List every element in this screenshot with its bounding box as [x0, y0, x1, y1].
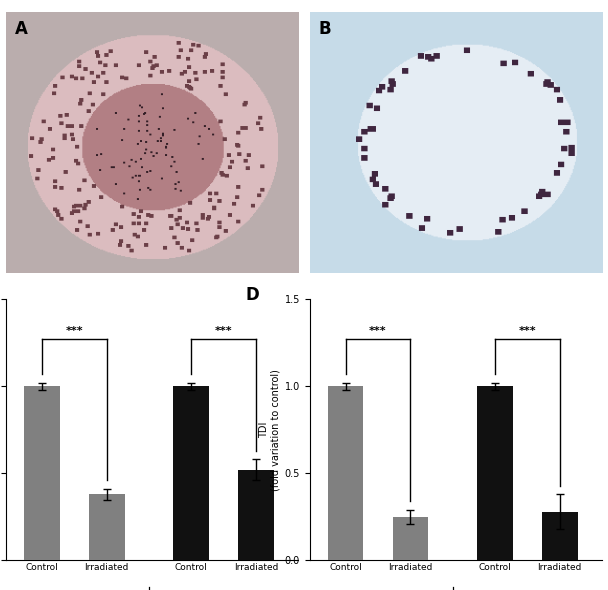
Text: D: D	[246, 286, 260, 304]
Bar	[24, 386, 60, 560]
Bar	[393, 517, 428, 560]
Bar	[89, 494, 125, 560]
Text: ***: ***	[519, 326, 536, 336]
Bar	[328, 386, 364, 560]
Bar	[173, 386, 209, 560]
Y-axis label: TDI
(fold variation to control): TDI (fold variation to control)	[259, 369, 280, 491]
Text: ***: ***	[215, 326, 232, 336]
Bar	[238, 470, 274, 560]
Bar	[542, 512, 578, 560]
Bar	[477, 386, 513, 560]
Text: ***: ***	[369, 326, 387, 336]
Text: A: A	[15, 19, 28, 38]
Text: B: B	[319, 19, 331, 38]
Text: ***: ***	[66, 326, 83, 336]
